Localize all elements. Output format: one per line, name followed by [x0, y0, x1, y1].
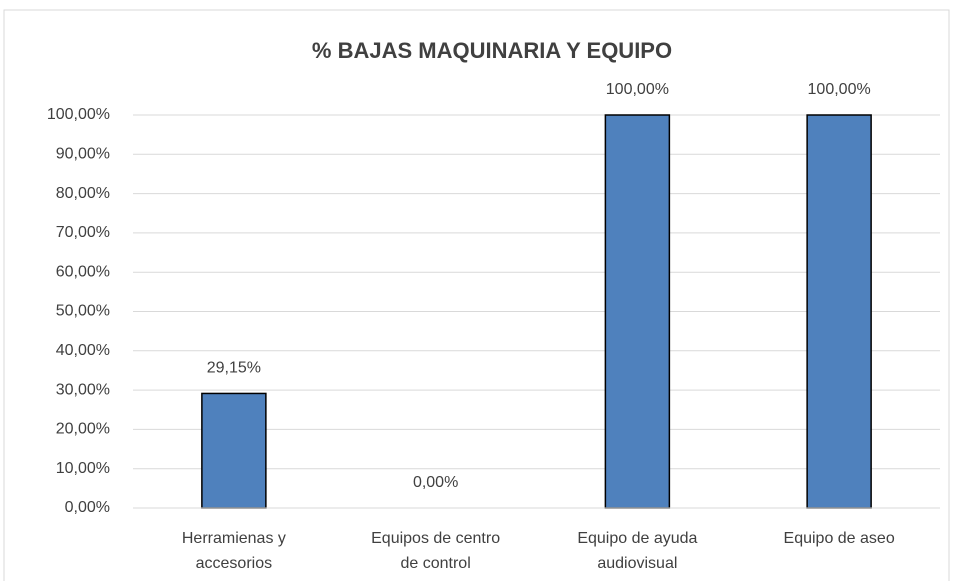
x-tick-label: Equipos de centro de control — [371, 530, 501, 572]
y-tick-label: 40,00% — [56, 342, 110, 359]
chart-border — [3, 9, 950, 581]
y-tick-label: 30,00% — [56, 381, 110, 398]
bar — [806, 114, 872, 509]
y-tick-label: 60,00% — [56, 263, 110, 280]
data-label: 29,15% — [207, 360, 261, 377]
y-tick-label: 20,00% — [56, 421, 110, 438]
y-tick-label: 90,00% — [56, 146, 110, 163]
y-tick-label: 0,00% — [65, 499, 110, 516]
y-tick-label: 80,00% — [56, 185, 110, 202]
bar — [604, 114, 671, 509]
data-label: 100,00% — [606, 81, 669, 98]
x-tick-label: Herramienas y accesorios — [181, 530, 286, 572]
x-tick-label: Equipo de ayuda audiovisual — [577, 530, 698, 572]
y-tick-label: 10,00% — [56, 460, 110, 477]
x-tick-label-box: Equipo de ayuda audiovisual — [577, 530, 698, 572]
x-tick-label-box: Equipo de aseo — [783, 530, 895, 547]
y-tick-label: 100,00% — [47, 106, 110, 123]
data-label: 0,00% — [413, 474, 458, 491]
x-tick-label-box: Equipos de centro de control — [371, 530, 501, 572]
bar — [201, 392, 267, 509]
data-label: 100,00% — [808, 81, 871, 98]
x-tick-label: Equipo de aseo — [783, 530, 895, 547]
y-tick-label: 50,00% — [56, 303, 110, 320]
x-tick-label-box: Herramienas y accesorios — [181, 530, 286, 572]
chart-title: % BAJAS MAQUINARIA Y EQUIPO — [312, 38, 672, 63]
y-tick-label: 70,00% — [56, 224, 110, 241]
